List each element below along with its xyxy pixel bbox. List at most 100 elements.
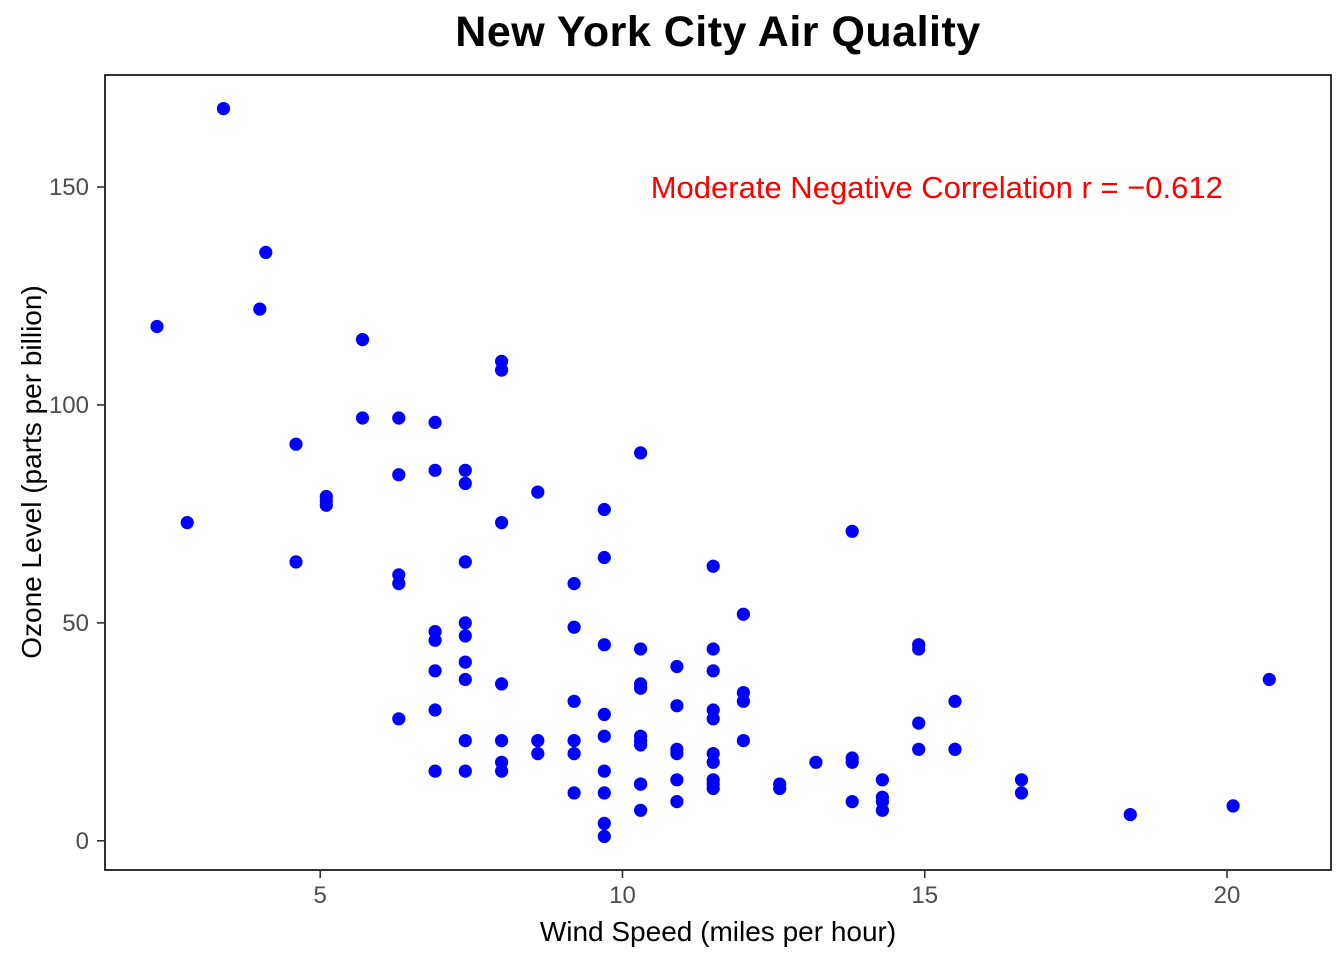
data-point xyxy=(670,699,684,713)
data-point xyxy=(706,664,720,678)
data-point xyxy=(458,629,472,643)
data-point xyxy=(458,655,472,669)
data-point xyxy=(597,550,611,565)
data-point xyxy=(458,476,472,490)
chart-title: New York City Air Quality xyxy=(455,8,981,56)
plot-panel xyxy=(104,74,1332,871)
data-point xyxy=(597,829,611,844)
data-point xyxy=(567,694,581,708)
data-point xyxy=(392,712,406,726)
data-point xyxy=(634,446,648,460)
data-point xyxy=(706,747,720,761)
data-point xyxy=(634,803,648,817)
data-point xyxy=(458,734,472,748)
data-point xyxy=(597,502,611,517)
data-point xyxy=(531,734,545,748)
data-point xyxy=(319,494,333,508)
data-point xyxy=(567,734,581,748)
y-axis-tick-label: 50 xyxy=(62,610,89,637)
y-axis-tick-label: 100 xyxy=(49,392,89,419)
data-point xyxy=(634,729,648,743)
data-point xyxy=(706,777,720,791)
data-point xyxy=(458,764,472,778)
data-point xyxy=(428,664,442,678)
data-point xyxy=(355,333,370,347)
data-point xyxy=(289,437,303,451)
y-axis-tick-label: 0 xyxy=(76,828,89,855)
data-point xyxy=(567,747,581,761)
data-point xyxy=(845,795,859,809)
data-point xyxy=(458,616,472,630)
data-point xyxy=(736,607,751,621)
data-point xyxy=(706,642,720,656)
data-point xyxy=(706,712,720,726)
data-point xyxy=(428,633,442,647)
data-point xyxy=(634,677,648,691)
data-point xyxy=(809,755,823,769)
data-point xyxy=(948,694,962,708)
data-point xyxy=(428,463,442,477)
data-point xyxy=(180,516,194,530)
y-axis-tick-label: 150 xyxy=(49,174,89,201)
data-point xyxy=(634,777,648,791)
data-point xyxy=(458,672,472,687)
data-point xyxy=(458,555,472,569)
data-point xyxy=(634,642,648,656)
data-point xyxy=(392,577,406,591)
x-axis-tick-label: 5 xyxy=(314,882,327,909)
data-point xyxy=(597,707,611,722)
data-point xyxy=(495,354,509,368)
data-point xyxy=(670,773,684,787)
data-point xyxy=(355,411,370,425)
data-point xyxy=(875,795,890,809)
data-point xyxy=(706,559,720,573)
data-point xyxy=(845,524,859,538)
data-point xyxy=(773,777,787,791)
data-point xyxy=(531,747,545,761)
data-point xyxy=(1123,808,1137,822)
data-point xyxy=(948,742,962,756)
data-point xyxy=(912,642,926,656)
data-point xyxy=(392,468,406,482)
data-point xyxy=(428,703,442,717)
y-axis-title: Ozone Level (parts per billion) xyxy=(16,285,47,659)
data-point xyxy=(495,755,509,769)
data-point xyxy=(670,742,684,756)
data-point xyxy=(495,677,509,691)
data-point xyxy=(495,734,509,748)
data-point xyxy=(531,485,545,499)
data-point xyxy=(736,734,751,748)
x-axis-tick-label: 20 xyxy=(1214,882,1241,909)
data-point xyxy=(253,302,267,316)
data-point xyxy=(567,786,581,800)
data-point xyxy=(597,729,611,743)
data-point xyxy=(875,773,890,787)
data-point xyxy=(736,694,751,708)
data-point xyxy=(567,577,581,591)
data-point xyxy=(150,319,164,334)
data-point xyxy=(495,516,509,530)
x-axis-title: Wind Speed (miles per hour) xyxy=(539,916,897,947)
data-point xyxy=(428,764,442,778)
data-point xyxy=(1014,786,1029,800)
data-point xyxy=(597,638,611,652)
data-point xyxy=(1262,672,1276,687)
data-point xyxy=(912,716,926,730)
data-point xyxy=(289,555,303,569)
data-point xyxy=(458,463,472,477)
data-point xyxy=(670,795,684,809)
correlation-annotation: Moderate Negative Correlation r = −0.612 xyxy=(651,170,1223,205)
data-point xyxy=(597,764,611,778)
data-point xyxy=(597,816,611,831)
data-point xyxy=(1014,773,1029,787)
data-point xyxy=(912,742,926,756)
x-axis-tick-label: 15 xyxy=(911,882,938,909)
data-point xyxy=(670,659,684,674)
data-point xyxy=(216,102,231,116)
data-point xyxy=(1226,799,1240,813)
data-point xyxy=(597,786,611,800)
data-point xyxy=(567,620,581,634)
data-point xyxy=(259,245,273,259)
